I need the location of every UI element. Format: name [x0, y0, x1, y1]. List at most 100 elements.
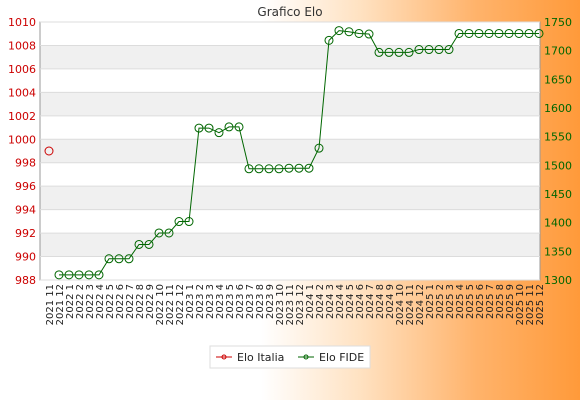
- x-tick-label: 2022 11: [165, 284, 176, 325]
- left-axis-ticks: 988 990 992 994 996 998 1000 1002 1004 1006 1008 10…: [8, 16, 36, 287]
- x-tick-label: 2024 4: [335, 284, 346, 319]
- x-tick-label: 2023 2: [195, 284, 206, 319]
- x-tick-label: 2022 12: [175, 284, 186, 325]
- grid-band: [40, 233, 540, 257]
- grid-band: [40, 139, 540, 163]
- right-axis-ticks: 1300 1350 1400 1450 1500 1550 1600 1650 1700 1750: [544, 16, 572, 287]
- data-point: [414, 45, 424, 55]
- right-tick-label: 1600: [544, 102, 572, 115]
- x-tick-label: 2023 12: [295, 284, 306, 325]
- data-point: [424, 45, 434, 55]
- series-elo-italia: [44, 146, 54, 156]
- data-point: [104, 254, 114, 264]
- right-tick-label: 1450: [544, 188, 572, 201]
- x-tick-label: 2024 11: [405, 284, 416, 325]
- right-tick-label: 1750: [544, 16, 572, 29]
- x-tick-label: 2023 4: [215, 284, 226, 319]
- x-tick-label: 2022 8: [135, 284, 146, 319]
- x-tick-label: 2023 6: [235, 284, 246, 319]
- data-point: [144, 239, 154, 249]
- x-tick-label: 2024 7: [365, 284, 376, 319]
- data-point: [214, 128, 224, 138]
- x-tick-label: 2022 3: [85, 284, 96, 319]
- x-tick-label: 2024 12: [415, 284, 426, 325]
- left-tick-label: 1000: [8, 133, 36, 146]
- data-point: [384, 47, 394, 57]
- x-tick-label: 2025 4: [455, 284, 466, 319]
- data-point: [84, 270, 94, 280]
- x-tick-label: 2025 5: [465, 284, 476, 319]
- left-tick-label: 1006: [8, 63, 36, 76]
- right-tick-label: 1500: [544, 159, 572, 172]
- legend-box: [209, 345, 371, 369]
- data-point: [314, 143, 324, 153]
- left-tick-label: 1010: [8, 16, 36, 29]
- x-tick-label: 2022 1: [65, 284, 76, 319]
- legend-label-elo-italia: Elo Italia: [237, 351, 284, 364]
- legend-label-elo-fide: Elo FIDE: [319, 351, 364, 364]
- right-tick-label: 1700: [544, 45, 572, 58]
- data-point: [364, 29, 374, 39]
- x-tick-label: 2024 8: [375, 284, 386, 319]
- x-tick-label: 2025 2: [435, 284, 446, 319]
- x-tick-label: 2022 4: [95, 284, 106, 319]
- grid-band: [40, 186, 540, 210]
- data-point: [74, 270, 84, 280]
- x-tick-label: 2023 3: [205, 284, 216, 319]
- data-point: [454, 28, 464, 38]
- left-tick-label: 996: [15, 180, 36, 193]
- x-tick-label: 2024 1: [305, 284, 316, 319]
- data-point: [284, 163, 294, 173]
- x-tick-label: 2023 9: [265, 284, 276, 319]
- legend: Elo Italia Elo FIDE: [209, 345, 371, 369]
- x-tick-label: 2023 10: [275, 284, 286, 325]
- data-point: [94, 270, 104, 280]
- data-point: [434, 45, 444, 55]
- x-tick-label: 2025 9: [505, 284, 516, 319]
- grid-lines: [40, 21, 540, 281]
- data-point: [494, 28, 504, 38]
- right-tick-label: 1400: [544, 217, 572, 230]
- x-axis-ticks: 2021 11 2021 12 2022 1 2022 2 2022 3 2022 4 20…: [45, 284, 546, 325]
- data-point: [264, 164, 274, 174]
- left-tick-label: 998: [15, 157, 36, 170]
- right-tick-label: 1550: [544, 131, 572, 144]
- right-tick-label: 1650: [544, 73, 572, 86]
- data-point: [274, 164, 284, 174]
- data-point: [254, 164, 264, 174]
- x-tick-label: 2023 1: [185, 284, 196, 319]
- x-tick-label: 2024 3: [325, 284, 336, 319]
- data-point: [244, 164, 254, 174]
- series-layer: [44, 26, 544, 280]
- data-point: [304, 163, 314, 173]
- x-tick-label: 2024 9: [385, 284, 396, 319]
- x-tick-label: 2025 11: [525, 284, 536, 325]
- x-tick-label: 2022 9: [145, 284, 156, 319]
- x-tick-label: 2022 7: [125, 284, 136, 319]
- data-point: [354, 28, 364, 38]
- data-point: [374, 47, 384, 57]
- x-tick-label: 2025 6: [475, 284, 486, 319]
- plot-background: [39, 21, 541, 281]
- data-point: [294, 163, 304, 173]
- left-tick-label: 1002: [8, 110, 36, 123]
- x-tick-label: 2024 2: [315, 284, 326, 319]
- left-tick-label: 992: [15, 227, 36, 240]
- data-point: [184, 217, 194, 227]
- left-tick-label: 990: [15, 251, 36, 264]
- x-tick-label: 2025 10: [515, 284, 526, 325]
- data-point: [154, 228, 164, 238]
- data-point: [394, 47, 404, 57]
- series-line: [59, 30, 539, 276]
- right-tick-label: 1300: [544, 274, 572, 287]
- data-point: [464, 28, 474, 38]
- data-point: [54, 270, 64, 280]
- left-tick-label: 1008: [8, 39, 36, 52]
- data-point: [334, 26, 344, 36]
- series-elo-fide: [54, 26, 544, 280]
- data-point: [164, 228, 174, 238]
- left-tick-label: 994: [15, 204, 36, 217]
- grid-band: [40, 92, 540, 116]
- left-tick-label: 988: [15, 274, 36, 287]
- x-tick-label: 2023 5: [225, 284, 236, 319]
